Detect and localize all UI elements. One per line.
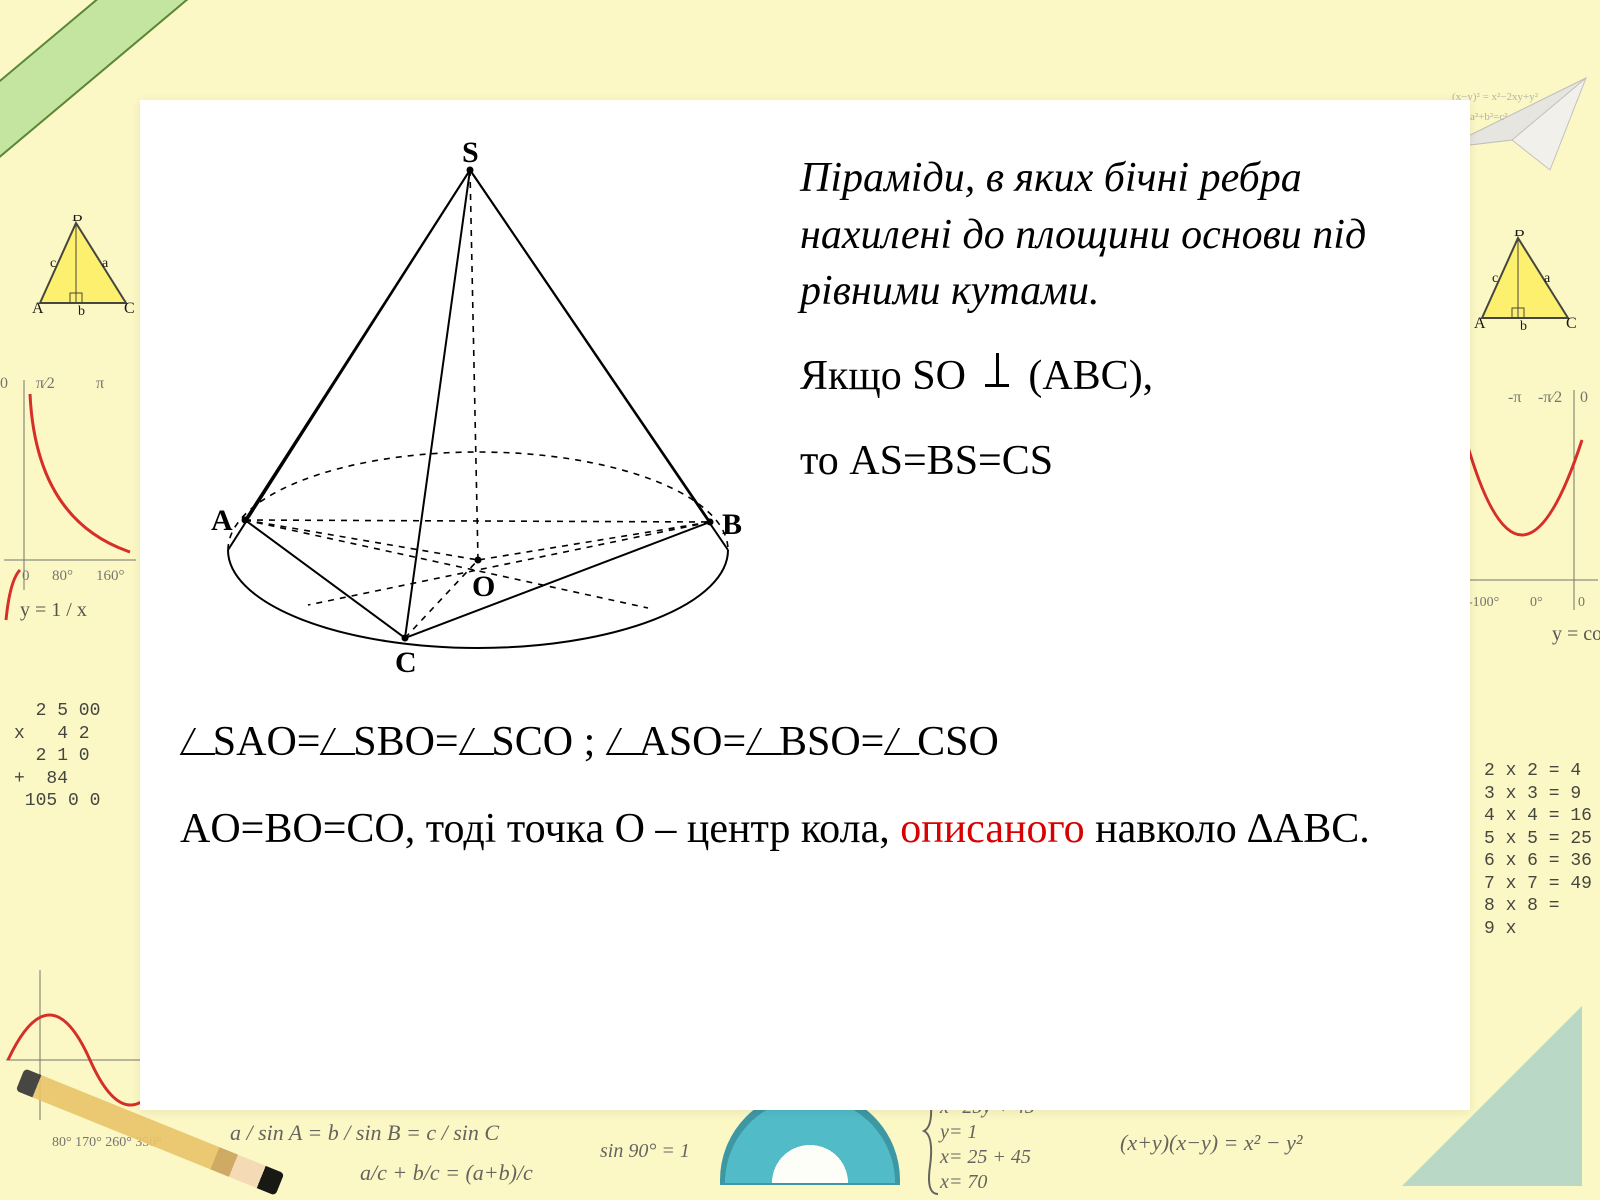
svg-text:c: c [50,256,56,271]
svg-text:B: B [1514,230,1525,240]
svg-text:0: 0 [22,568,30,584]
svg-text:c: c [1492,271,1498,286]
svg-text:0: 0 [1578,595,1585,610]
svg-text:a²+b²=c²: a²+b²=c² [1470,111,1508,123]
diff-squares-formula: (x+y)(x−y) = x² − y² [1120,1128,1302,1158]
svg-text:-100°: -100° [1468,595,1499,610]
triangle-abc-left: A B C c a b [28,215,138,315]
svg-text:-π⁄2: -π⁄2 [1538,389,1562,406]
svg-text:π⁄2: π⁄2 [36,375,55,392]
svg-text:a: a [1544,271,1551,286]
condition-line-2: то AS=BS=CS [800,433,1430,490]
label-O: O [472,570,495,603]
slide-card: S A B C O Піраміди, в яких бічні ребра н… [140,100,1470,1110]
svg-text:A: A [1474,315,1486,330]
sine-rule-formula: a / sin A = b / sin B = c / sin C [230,1118,499,1148]
conclusion-line: AO=BO=CO, тоді точка О – центр кола, опи… [180,797,1430,862]
svg-text:C: C [1566,315,1577,330]
graph-label-cos: y = co [1552,623,1600,645]
label-B: B [722,508,742,541]
svg-text:0°: 0° [1530,595,1543,610]
eq1-p4: BSO= [779,719,884,765]
svg-text:b: b [1520,319,1527,330]
svg-text:0: 0 [1580,389,1588,406]
triangle-abc-right: A B C c a b [1470,230,1580,330]
mult-table: 2 x 2 = 4 3 x 3 = 9 4 x 4 = 16 5 x 5 = 2… [1484,760,1592,940]
title-paragraph: Піраміди, в яких бічні ребра нахилені до… [800,150,1430,320]
svg-text:C: C [124,300,135,315]
angle-icon [606,719,639,757]
svg-text:0: 0 [0,375,8,392]
angle-icon [746,719,779,757]
angle-icon [459,719,492,757]
svg-text:-π: -π [1508,389,1521,406]
long-division-box: 2 5 00 x 4 2 2 1 0 + 84 105 0 0 [14,700,100,813]
svg-text:b: b [78,304,85,315]
condition-line-1: Якщо SO (ABC), [800,348,1430,405]
graph-cos: -π -π⁄2 0 -100° 0° 0 y = co [1460,380,1600,680]
graph-label: y = 1 / x [20,599,87,621]
angle-icon [320,719,353,757]
eq1-p5: CSO [917,719,999,765]
conclusion-red: описаного [900,806,1084,852]
angle-equality-line: SAO= SBO= SCO ; ASO= BSO= CSO [180,710,1430,775]
angle-icon [180,719,213,757]
svg-text:a: a [102,256,109,271]
svg-text:160°: 160° [96,568,125,584]
svg-text:π: π [96,375,104,392]
angle-icon [884,719,917,757]
eq1-p1: SBO= [353,719,458,765]
eq1-p3: ASO= [638,719,746,765]
svg-text:B: B [72,215,83,225]
cond-post: (ABC), [1028,353,1153,399]
graph-1-over-x: 0 π⁄2 π 0 80° 160° y = 1 / x [0,370,140,630]
cone-pyramid-diagram: S A B C O [180,140,760,680]
eq1-p2: SCO ; [491,719,605,765]
conclusion-plain: AO=BO=CO, тоді точка О – центр кола, [180,806,900,852]
label-C: C [395,646,417,679]
perpendicular-icon [982,353,1011,391]
svg-text:80°: 80° [52,568,73,584]
sin90-formula: sin 90° = 1 [600,1138,690,1165]
label-A: A [211,504,233,537]
fraction-rule-formula: a/c + b/c = (a+b)/c [360,1158,533,1188]
svg-text:A: A [32,300,44,315]
conclusion-tail: навколо ∆ABC. [1085,806,1370,852]
label-S: S [462,140,479,169]
eq1-p0: SAO= [213,719,321,765]
cond-pre: Якщо SO [800,353,966,399]
